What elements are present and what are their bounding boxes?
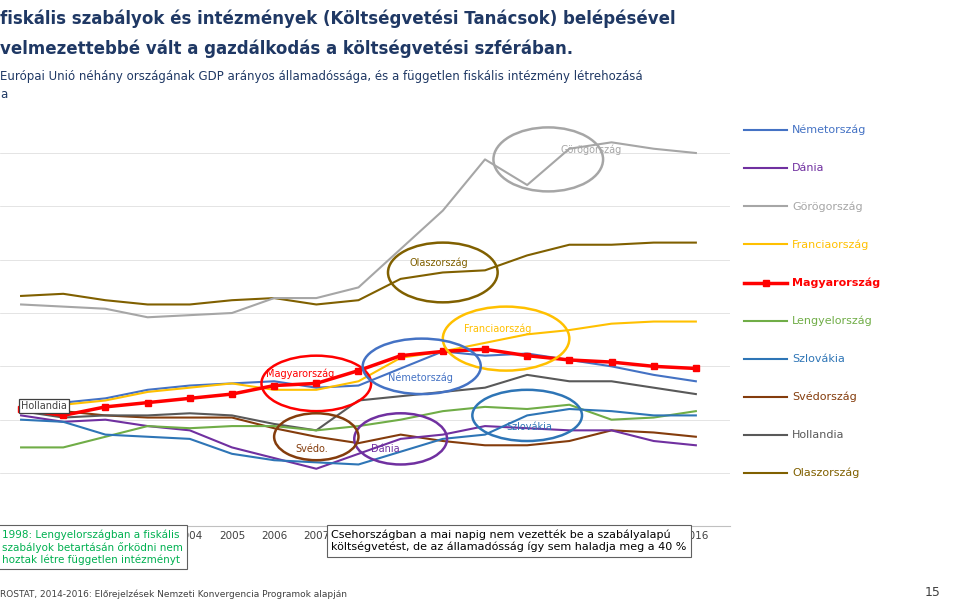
Text: Németország: Németország <box>388 373 453 384</box>
Text: a: a <box>0 88 8 100</box>
Text: Görögország: Görögország <box>561 145 622 155</box>
Text: ROSTAT, 2014-2016: Előrejelzések Nemzeti Konvergencia Programok alapján: ROSTAT, 2014-2016: Előrejelzések Nemzeti… <box>0 589 347 599</box>
Text: Svédo.: Svédo. <box>296 443 328 454</box>
Text: Lengyelország: Lengyelország <box>792 315 873 326</box>
Text: Franciaország: Franciaország <box>464 324 531 334</box>
Text: Svédország: Svédország <box>792 391 856 402</box>
Text: Európai Unió néhány országának GDP arányos államadóssága, és a független fiskáli: Európai Unió néhány országának GDP arány… <box>0 70 642 82</box>
Text: 1998: Lengyelországban a fiskális
szabályok betartásán őrködni nem
hoztak létre : 1998: Lengyelországban a fiskális szabál… <box>2 529 182 565</box>
Text: Szlovákia: Szlovákia <box>506 422 552 433</box>
Text: Franciaország: Franciaország <box>792 239 870 250</box>
Text: Dánia: Dánia <box>792 163 825 173</box>
Text: Olaszország: Olaszország <box>792 468 859 479</box>
Text: fiskális szabályok és intézmények (Költségvetési Tanácsok) belépésével: fiskális szabályok és intézmények (Költs… <box>0 9 676 28</box>
Text: Hollandia: Hollandia <box>792 430 845 440</box>
Text: Görögország: Görögország <box>792 201 863 212</box>
Text: velmezettebbé vált a gazdálkodás a költségvetési szférában.: velmezettebbé vált a gazdálkodás a költs… <box>0 39 573 58</box>
Text: Csehországban a mai napig nem vezették be a szabályalapú
költségvetést, de az ál: Csehországban a mai napig nem vezették b… <box>331 529 686 552</box>
Text: Magyarország: Magyarország <box>792 277 880 288</box>
Text: Németország: Németország <box>792 125 866 136</box>
Text: Szlovákia: Szlovákia <box>792 354 845 364</box>
Text: Hollandia: Hollandia <box>21 401 67 411</box>
Text: Olaszország: Olaszország <box>409 258 468 268</box>
Text: Magyarország: Magyarország <box>266 368 334 379</box>
Text: 15: 15 <box>924 586 941 599</box>
Text: Dánia: Dánia <box>372 443 399 454</box>
